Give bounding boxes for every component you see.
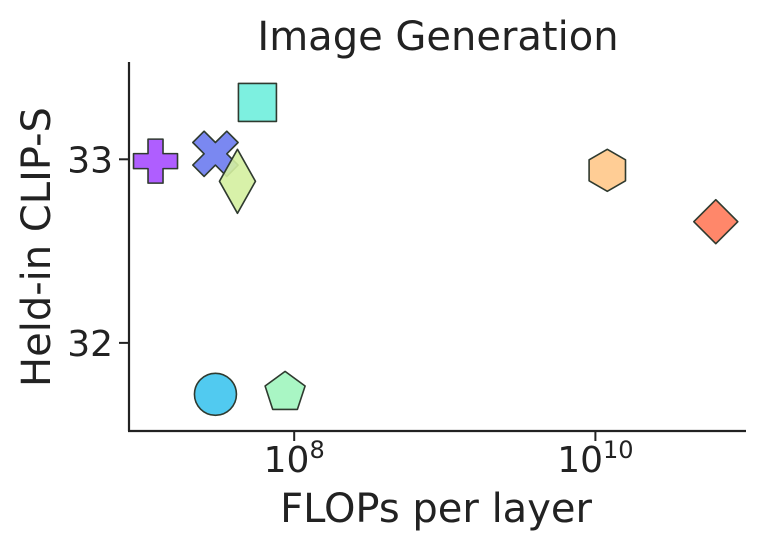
data-point-square (237, 82, 278, 123)
x-tick-base: 10 (557, 440, 603, 481)
y-tick-label: 32 (67, 324, 113, 365)
data-point-diamond (692, 198, 739, 245)
data-point-thin-diamond (218, 148, 257, 215)
x-axis-label: FLOPs per layer (280, 486, 592, 532)
x-tick-base: 10 (264, 440, 310, 481)
y-tick-label: 33 (67, 140, 113, 181)
chart-title: Image Generation (257, 14, 618, 60)
x-tick-label: 108 (264, 436, 325, 481)
data-point-circle (193, 372, 238, 417)
data-point-hexagon (588, 148, 627, 193)
axes (127, 62, 746, 433)
data-point-x (192, 130, 239, 178)
x-tick-exponent: 8 (309, 436, 324, 464)
data-points (132, 82, 739, 417)
data-point-plus (132, 138, 179, 184)
y-axis-label: Held-in CLIP-S (14, 107, 60, 387)
x-tick-label: 1010 (557, 436, 633, 481)
data-point-pentagon (264, 370, 306, 411)
x-tick-exponent: 10 (603, 436, 634, 464)
